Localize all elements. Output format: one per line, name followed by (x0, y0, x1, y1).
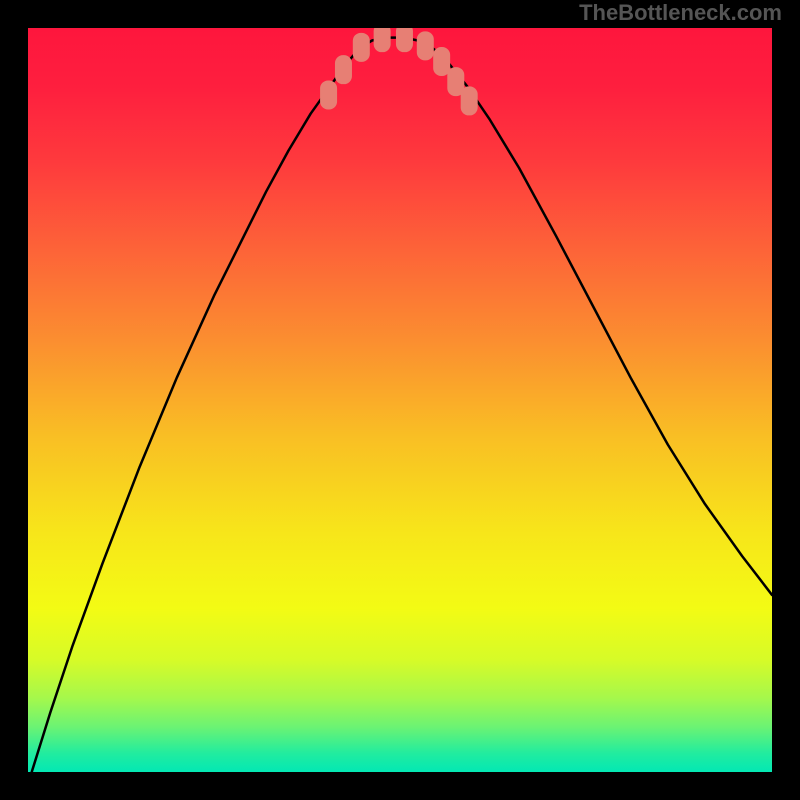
plot-svg (28, 28, 772, 772)
watermark-text: TheBottleneck.com (579, 0, 782, 26)
curve-marker (353, 33, 370, 62)
stage: TheBottleneck.com (0, 0, 800, 800)
plot-area (28, 28, 772, 772)
curve-marker (461, 86, 478, 115)
gradient-background (28, 28, 772, 772)
curve-marker (417, 31, 434, 60)
curve-marker (433, 47, 450, 76)
curve-marker (320, 80, 337, 109)
curve-marker (374, 28, 391, 52)
curve-marker (396, 28, 413, 52)
curve-marker (335, 55, 352, 84)
